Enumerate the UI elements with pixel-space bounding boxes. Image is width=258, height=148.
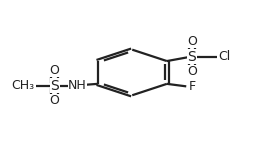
Text: Cl: Cl	[218, 50, 230, 63]
Text: NH: NH	[68, 79, 87, 92]
Text: O: O	[187, 65, 197, 78]
Text: S: S	[50, 79, 59, 92]
Text: F: F	[188, 80, 195, 93]
Text: S: S	[188, 50, 196, 63]
Text: O: O	[187, 35, 197, 48]
Text: O: O	[50, 94, 60, 107]
Text: CH₃: CH₃	[11, 79, 34, 92]
Text: O: O	[50, 64, 60, 77]
